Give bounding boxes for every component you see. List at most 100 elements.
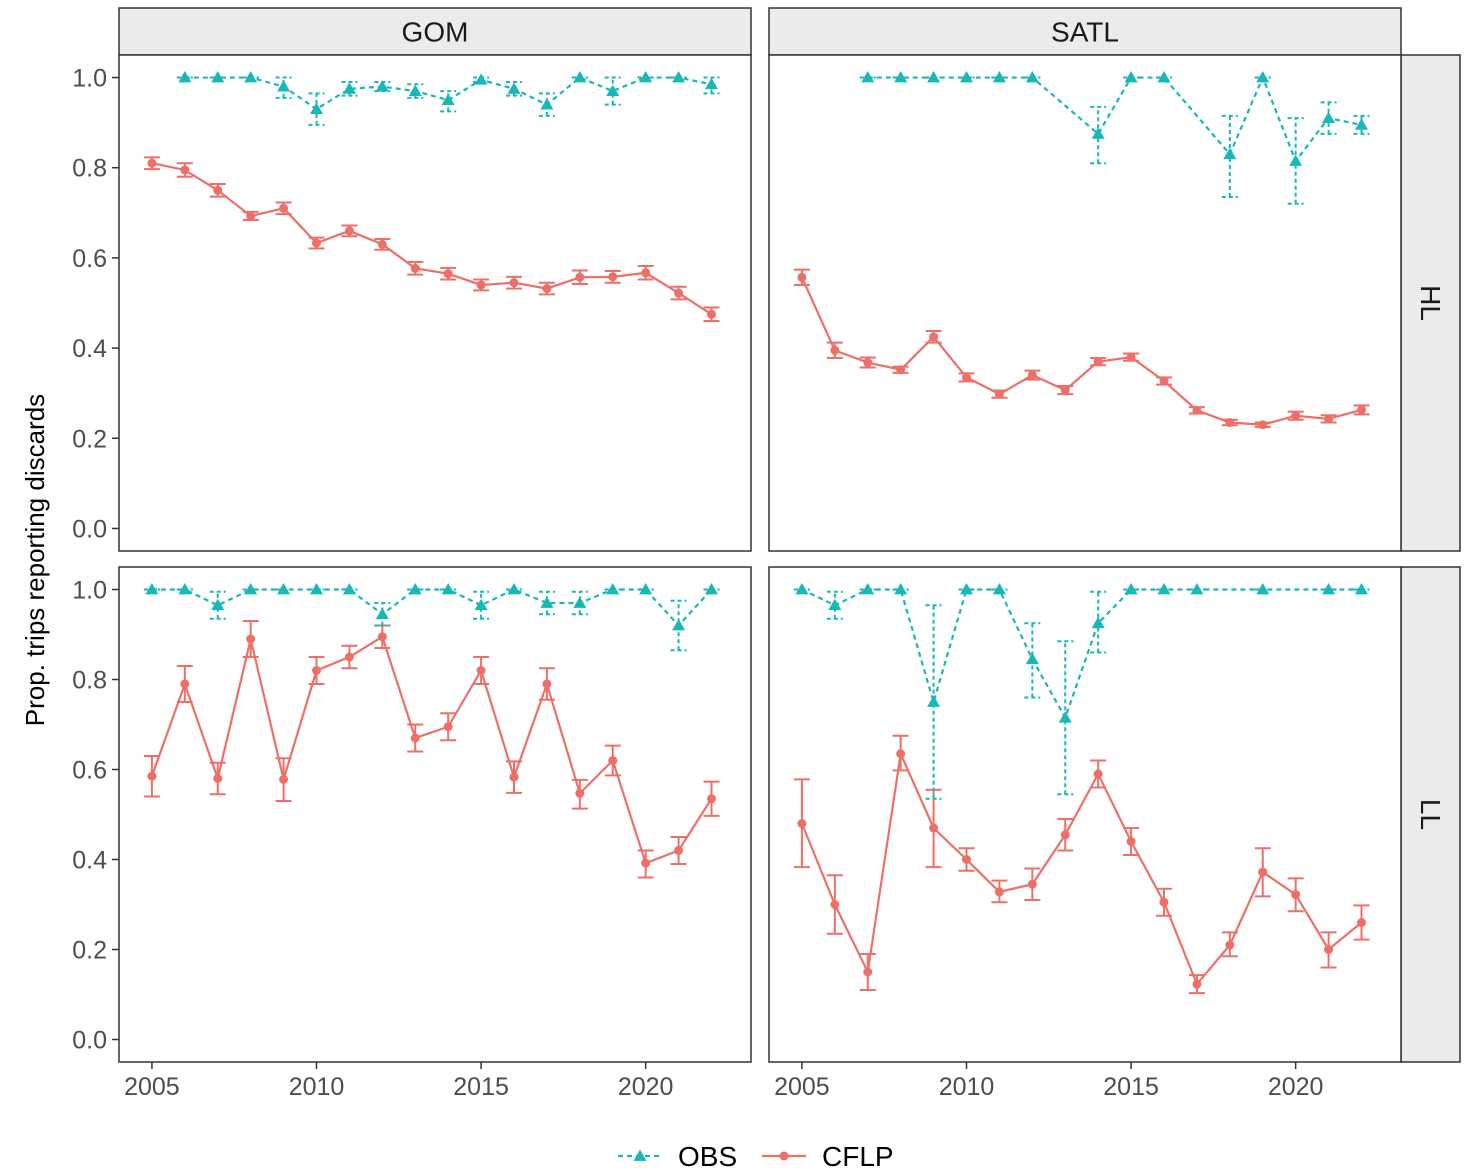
series-line-obs	[184, 76, 712, 111]
data-point-cflp	[1291, 890, 1301, 900]
x-tick-label: 2010	[939, 1073, 995, 1101]
data-point-cflp	[213, 185, 223, 195]
x-tick-label: 2015	[1103, 1073, 1159, 1101]
data-point-cflp	[1126, 837, 1136, 846]
panel-gom-hl: 0.0 0.2 0.4 0.6 0.8 1.0	[72, 54, 752, 552]
x-tick-label: 2015	[453, 1073, 509, 1101]
data-point-cflp	[707, 309, 716, 319]
data-point-cflp	[896, 365, 906, 375]
legend-item-cflp: CFLP	[762, 1141, 894, 1171]
data-point-cflp	[279, 203, 289, 213]
data-point-cflp	[147, 158, 157, 168]
data-point-cflp	[246, 211, 256, 221]
data-point-cflp	[641, 268, 651, 278]
data-point-obs	[474, 73, 488, 85]
data-point-obs	[211, 71, 225, 83]
data-point-cflp	[246, 634, 256, 644]
x-tick-label: 2005	[774, 1073, 830, 1101]
y-tick-label: 0.6	[72, 245, 107, 273]
strip-ll	[1400, 566, 1461, 1063]
series-cflp	[143, 156, 720, 323]
data-point-cflp	[1225, 417, 1235, 427]
data-point-obs	[474, 598, 488, 611]
data-point-cflp	[1258, 867, 1268, 877]
data-point-cflp	[994, 389, 1004, 399]
data-point-obs	[1256, 71, 1270, 83]
data-point-obs	[408, 583, 422, 595]
data-point-cflp	[1225, 940, 1235, 950]
data-point-cflp	[1159, 897, 1169, 907]
data-point-cflp	[674, 288, 684, 298]
data-point-cflp	[377, 632, 387, 642]
data-point-obs	[861, 71, 875, 83]
y-tick-label: 0.4	[72, 847, 107, 875]
error-bar	[1057, 640, 1074, 796]
error-bar	[1221, 114, 1238, 199]
data-point-obs	[507, 82, 521, 94]
data-point-cflp	[180, 165, 190, 175]
x-tick-label: 2020	[618, 1073, 674, 1101]
strip-gom	[118, 7, 752, 56]
data-point-obs	[672, 71, 686, 83]
strip-label-satl: SATL	[1051, 17, 1119, 48]
data-point-cflp	[344, 226, 354, 236]
data-point-obs	[540, 596, 554, 608]
data-point-cflp	[896, 749, 906, 759]
data-point-cflp	[1027, 370, 1037, 380]
x-tick-label: 2020	[1268, 1073, 1324, 1101]
data-point-obs	[894, 583, 908, 595]
y-tick-label: 0.2	[72, 937, 107, 965]
series-line-cflp	[800, 749, 1363, 987]
error-bar	[826, 590, 843, 620]
data-point-obs	[927, 71, 941, 83]
data-point-cflp	[443, 722, 453, 732]
data-point-cflp	[929, 823, 939, 833]
data-point-cflp	[509, 772, 519, 782]
error-bar	[604, 76, 621, 106]
strip-label-gom: GOM	[402, 17, 469, 48]
data-point-cflp	[707, 794, 716, 804]
series-obs	[859, 71, 1370, 205]
data-point-obs	[705, 583, 718, 595]
data-point-obs	[705, 77, 718, 90]
data-point-cflp	[147, 771, 157, 781]
y-tick-label: 1.0	[72, 65, 107, 93]
data-point-cflp	[1126, 352, 1136, 362]
data-point-cflp	[542, 284, 552, 294]
error-bar	[473, 590, 490, 620]
data-point-obs	[1025, 652, 1039, 665]
strip-label-hl: HL	[1415, 285, 1446, 321]
data-point-obs	[606, 84, 620, 96]
legend-key-marker	[633, 1149, 647, 1161]
data-point-cflp	[575, 788, 585, 798]
data-point-cflp	[1093, 769, 1103, 779]
error-bar	[571, 590, 588, 616]
data-point-cflp	[312, 666, 321, 675]
data-point-cflp	[830, 345, 840, 355]
data-point-cflp	[962, 855, 971, 864]
legend: OBS CFLP	[618, 1141, 894, 1171]
data-point-cflp	[1258, 420, 1268, 430]
data-point-cflp	[542, 679, 552, 689]
data-point-cflp	[1060, 385, 1070, 395]
data-point-cflp	[1357, 405, 1366, 415]
data-point-cflp	[1192, 405, 1202, 415]
data-point-cflp	[797, 819, 807, 828]
strip-satl	[768, 7, 1402, 56]
error-bar	[538, 92, 555, 117]
data-point-cflp	[863, 967, 873, 977]
data-point-obs	[1025, 71, 1039, 83]
data-point-cflp	[641, 858, 651, 868]
data-point-obs	[1322, 111, 1336, 124]
data-point-obs	[573, 71, 587, 83]
panel-border	[768, 54, 1402, 552]
data-point-cflp	[509, 278, 519, 288]
data-point-obs	[540, 98, 554, 110]
data-point-cflp	[312, 238, 321, 248]
legend-label: OBS	[678, 1141, 737, 1171]
data-point-obs	[573, 596, 587, 608]
series-obs	[143, 583, 720, 652]
y-tick-label: 0.8	[72, 667, 107, 695]
data-point-cflp	[443, 269, 453, 279]
panels-layer: GOM SATLHLLL0.00.20.40.60.81.00.00.20.40.…	[72, 7, 1461, 1101]
